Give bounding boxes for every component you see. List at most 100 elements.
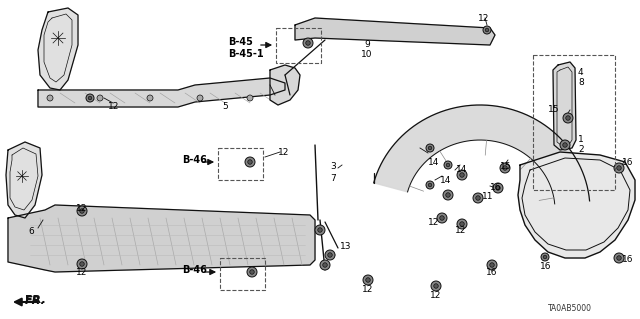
Circle shape	[80, 262, 84, 266]
Text: 12: 12	[108, 102, 120, 111]
Bar	[218, 148, 263, 180]
Text: 14: 14	[428, 158, 440, 167]
Circle shape	[97, 95, 103, 101]
Polygon shape	[38, 78, 285, 107]
Circle shape	[500, 163, 510, 173]
Circle shape	[487, 260, 497, 270]
Circle shape	[147, 95, 153, 101]
Circle shape	[541, 253, 549, 261]
Circle shape	[614, 163, 624, 173]
Circle shape	[317, 228, 323, 232]
Circle shape	[460, 222, 464, 226]
Polygon shape	[38, 8, 78, 90]
Bar	[533, 55, 615, 190]
Text: 16: 16	[490, 183, 502, 192]
Text: 16: 16	[540, 262, 552, 271]
Circle shape	[245, 157, 255, 167]
Text: 2: 2	[578, 145, 584, 154]
Circle shape	[490, 263, 494, 267]
Polygon shape	[374, 105, 589, 204]
Text: B-46: B-46	[182, 265, 207, 275]
Circle shape	[503, 166, 508, 170]
Bar	[220, 258, 265, 290]
Circle shape	[365, 278, 371, 282]
Circle shape	[457, 170, 467, 180]
Text: 14: 14	[440, 176, 451, 185]
Circle shape	[247, 95, 253, 101]
Circle shape	[431, 281, 441, 291]
Circle shape	[363, 275, 373, 285]
Text: FR.: FR.	[24, 296, 45, 306]
Circle shape	[80, 209, 84, 213]
Circle shape	[614, 253, 624, 263]
Circle shape	[426, 181, 434, 189]
Circle shape	[328, 253, 332, 257]
Text: 6: 6	[28, 227, 34, 236]
Text: 12: 12	[76, 204, 88, 213]
Circle shape	[88, 96, 92, 100]
Circle shape	[437, 213, 447, 223]
Text: B-45: B-45	[228, 37, 253, 47]
Text: 16: 16	[486, 268, 497, 277]
Circle shape	[428, 183, 432, 187]
Text: 7: 7	[330, 174, 336, 183]
Circle shape	[248, 160, 252, 164]
Bar	[276, 28, 321, 63]
Circle shape	[444, 161, 452, 169]
Circle shape	[250, 270, 254, 274]
Text: 11: 11	[482, 192, 493, 201]
Text: 12: 12	[76, 268, 88, 277]
Polygon shape	[518, 152, 635, 258]
Circle shape	[496, 186, 500, 190]
Text: 12: 12	[478, 14, 490, 23]
Circle shape	[434, 284, 438, 288]
Circle shape	[446, 163, 450, 167]
Circle shape	[563, 143, 567, 147]
Text: 12: 12	[430, 291, 442, 300]
Text: TA0AB5000: TA0AB5000	[548, 304, 592, 313]
Text: 4: 4	[578, 68, 584, 77]
Circle shape	[426, 144, 434, 152]
Circle shape	[476, 196, 480, 200]
Circle shape	[440, 216, 444, 220]
Circle shape	[485, 28, 489, 32]
Circle shape	[443, 190, 453, 200]
Circle shape	[493, 183, 503, 193]
Circle shape	[560, 140, 570, 150]
Text: 12: 12	[362, 285, 373, 294]
Circle shape	[197, 95, 203, 101]
Text: 16: 16	[622, 158, 634, 167]
Circle shape	[47, 95, 53, 101]
Circle shape	[473, 193, 483, 203]
Text: 14: 14	[456, 165, 467, 174]
Text: 1: 1	[578, 135, 584, 144]
Polygon shape	[8, 205, 315, 272]
Text: 15: 15	[500, 162, 511, 171]
Text: B-46: B-46	[182, 155, 207, 165]
Text: FR.: FR.	[25, 295, 45, 305]
Polygon shape	[270, 65, 300, 105]
Text: 3: 3	[330, 162, 336, 171]
Text: 12: 12	[455, 226, 467, 235]
Circle shape	[566, 116, 570, 120]
Circle shape	[457, 219, 467, 229]
Text: 8: 8	[578, 78, 584, 87]
Text: 16: 16	[622, 255, 634, 264]
Text: 12: 12	[428, 218, 440, 227]
Circle shape	[306, 41, 310, 45]
Circle shape	[86, 94, 94, 102]
Circle shape	[325, 250, 335, 260]
Text: 15: 15	[548, 105, 559, 114]
Circle shape	[445, 193, 451, 197]
Text: 5: 5	[222, 102, 228, 111]
Text: 10: 10	[361, 50, 372, 59]
Circle shape	[320, 260, 330, 270]
Circle shape	[617, 256, 621, 260]
Circle shape	[303, 38, 313, 48]
Circle shape	[543, 255, 547, 259]
Circle shape	[617, 166, 621, 170]
Polygon shape	[6, 142, 42, 218]
Circle shape	[315, 225, 325, 235]
Text: 13: 13	[340, 242, 351, 251]
Circle shape	[483, 26, 491, 34]
